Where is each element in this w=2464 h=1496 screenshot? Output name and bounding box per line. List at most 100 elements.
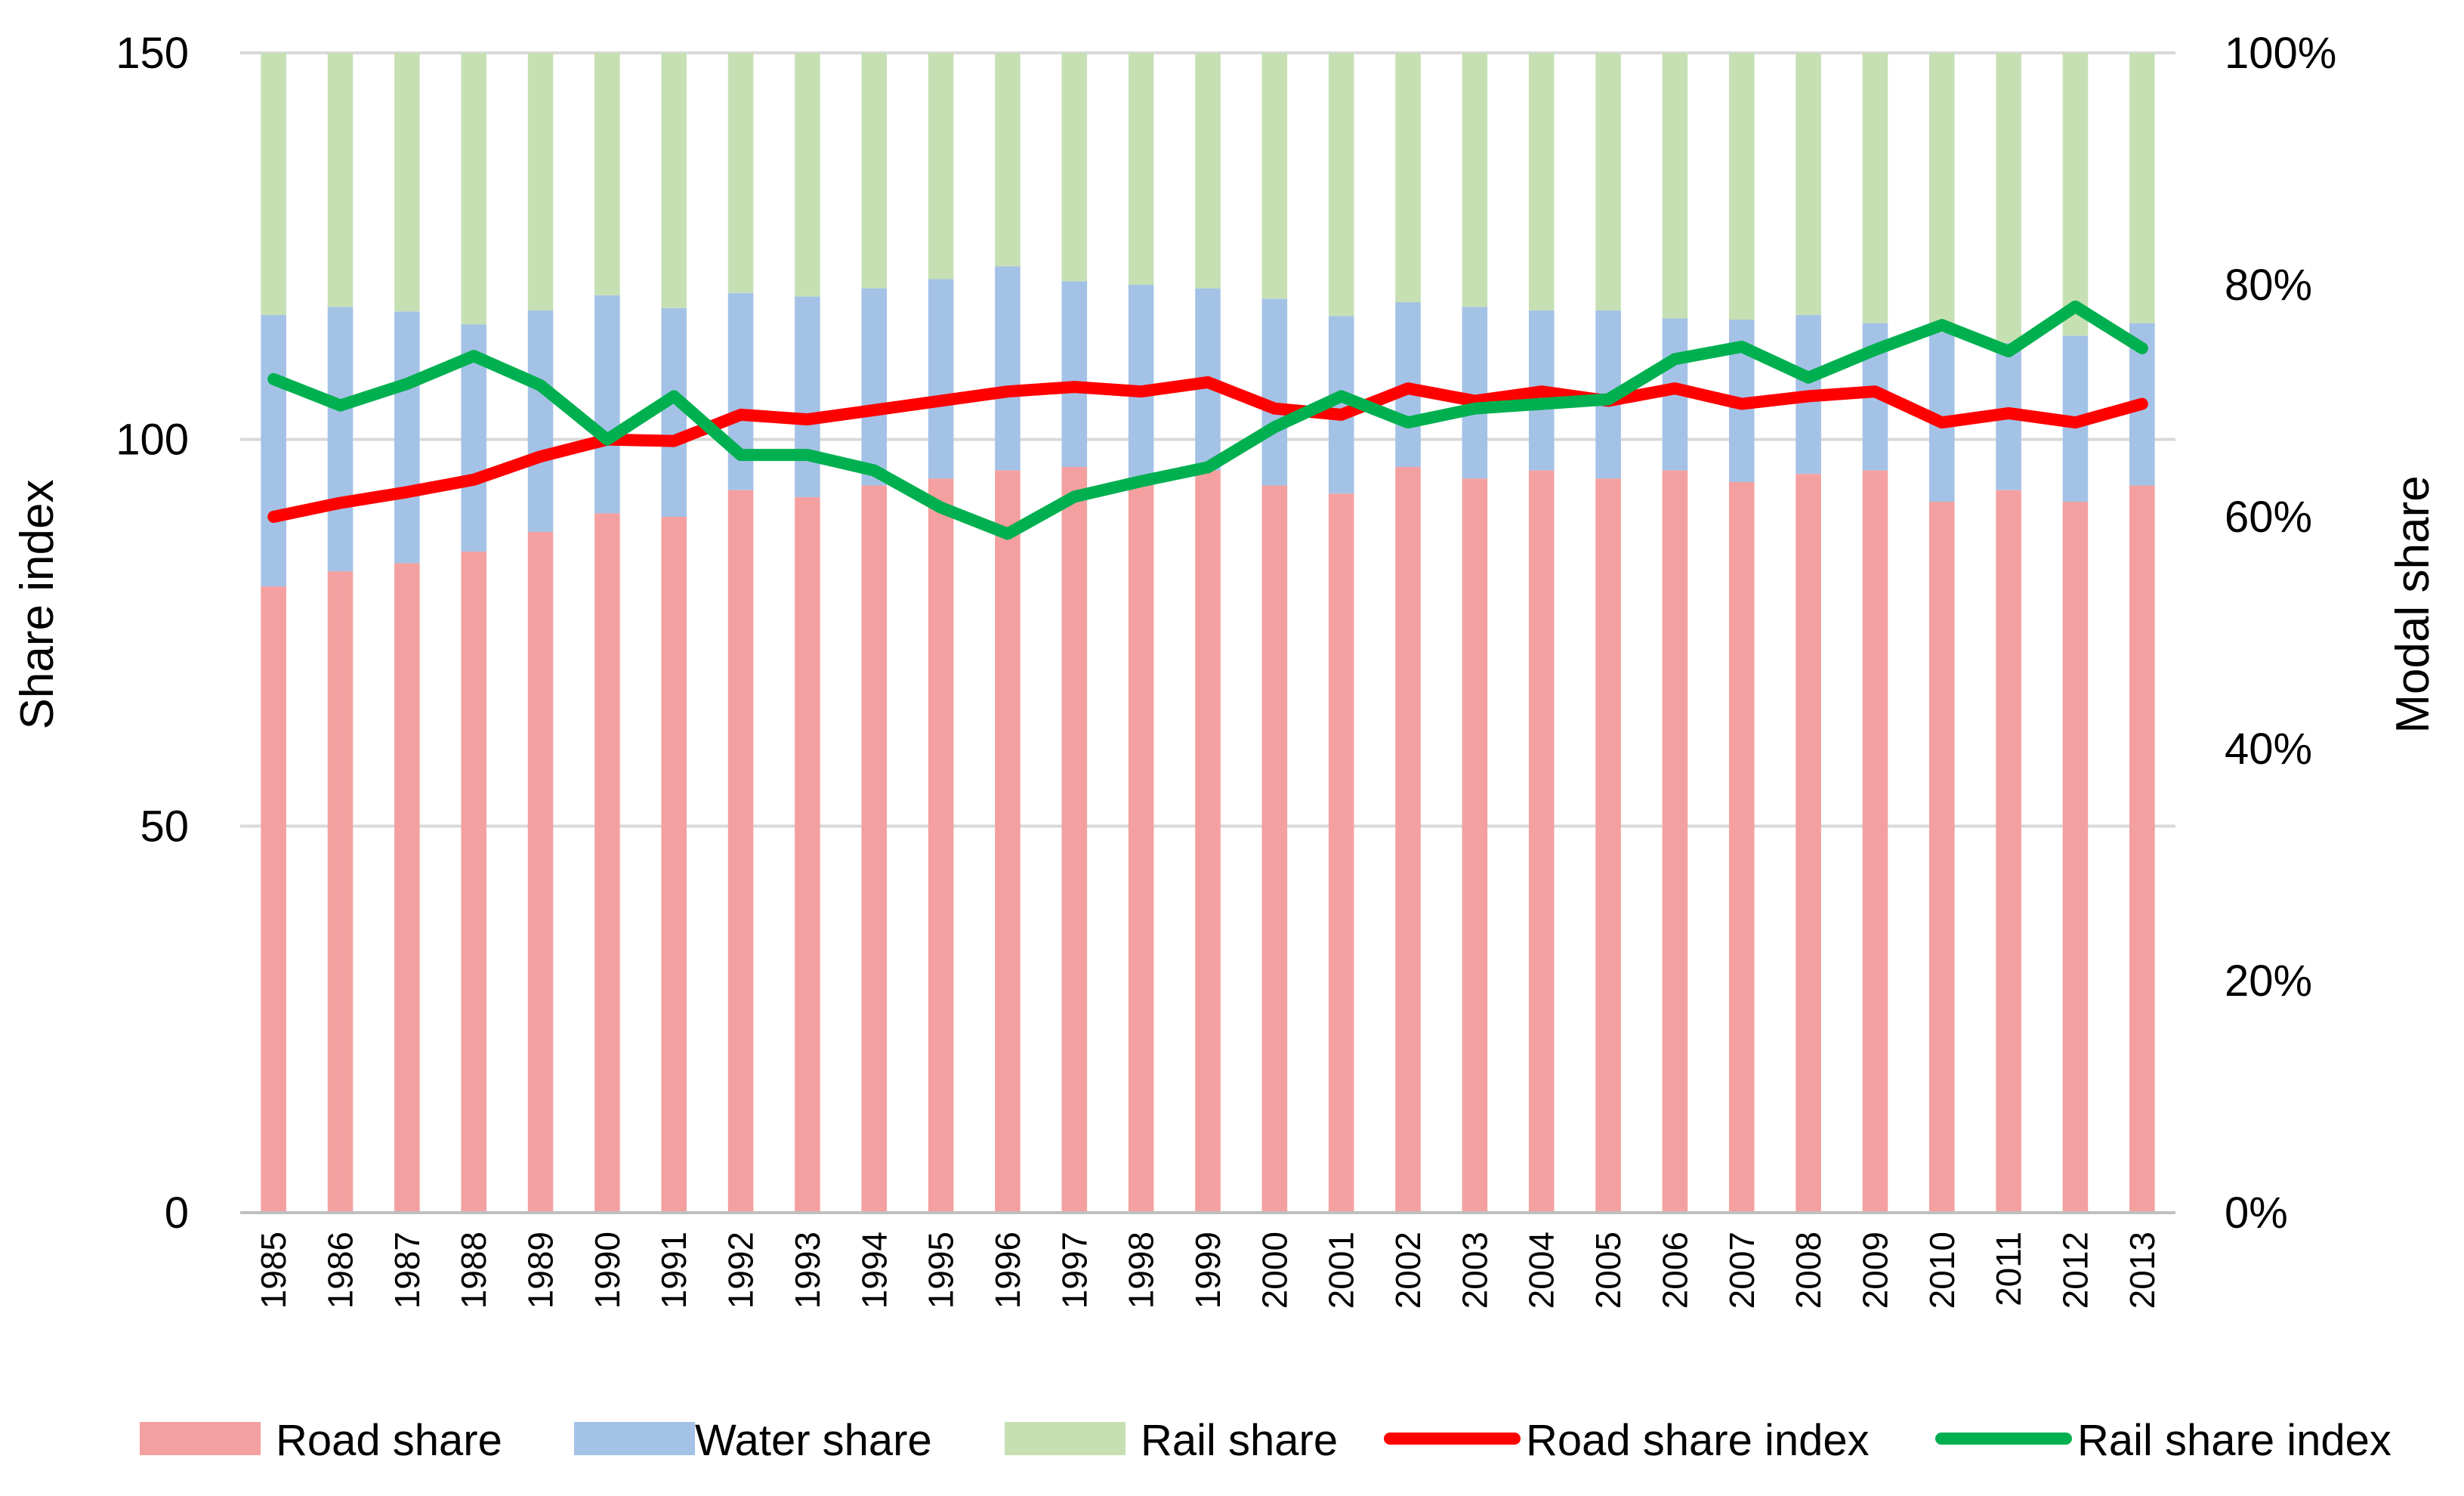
water-share-bar: [861, 288, 888, 486]
water-share-bar: [928, 279, 954, 479]
rail-share-bar: [2062, 53, 2089, 336]
x-tick-label: 1992: [721, 1232, 761, 1309]
rail-share-bar: [1728, 53, 1755, 320]
rail-share-bar: [1328, 53, 1354, 317]
rail-share-bar: [461, 53, 486, 325]
rail-share-bar: [1462, 53, 1488, 308]
rail-share-bar: [594, 53, 620, 295]
x-tick-label: 2012: [2056, 1232, 2095, 1309]
road-share-bar: [861, 485, 888, 1213]
rail-share-bar: [1128, 53, 1154, 285]
water-share-bar: [1061, 281, 1088, 467]
road-share-bar: [995, 470, 1020, 1213]
x-tick-label: 2011: [1989, 1232, 2028, 1306]
rail-share-bar: [327, 53, 354, 308]
road-share-bar: [1462, 478, 1488, 1213]
index-lines: [267, 300, 2148, 540]
rail-share-bar: [261, 53, 286, 315]
left-tick-label: 50: [140, 802, 189, 851]
rail-share-bar: [1996, 53, 2021, 343]
x-tick-label: 2003: [1455, 1232, 1494, 1309]
x-tick-label: 1995: [922, 1232, 961, 1309]
x-tick-label: 2013: [2123, 1232, 2162, 1309]
road-share-bar: [1061, 466, 1088, 1213]
x-tick-label: 1991: [654, 1232, 693, 1309]
x-tick-label: 1994: [854, 1232, 894, 1309]
x-tick-label: 1993: [788, 1232, 827, 1309]
x-tick-label: 2005: [1589, 1232, 1628, 1309]
road-share-bar: [527, 531, 554, 1213]
left-tick-label: 150: [116, 29, 189, 78]
legend-label-road-share: Road share: [276, 1416, 502, 1465]
stacked-bars: [261, 53, 2155, 1213]
x-tick-label: 2007: [1722, 1232, 1762, 1309]
road-share-bar: [2129, 485, 2155, 1213]
road-share-bar: [1728, 481, 1755, 1213]
legend-label-water-share: Water share: [695, 1416, 932, 1465]
water-share-bar: [795, 296, 820, 497]
left-tick-label: 0: [165, 1188, 189, 1238]
road-share-bar: [261, 586, 286, 1213]
water-share-bar: [261, 314, 286, 587]
road-share-bar: [2062, 502, 2089, 1213]
road-share-bar: [1796, 474, 1821, 1213]
x-tick-label: 2008: [1789, 1232, 1828, 1309]
road-share-bar: [1195, 470, 1221, 1213]
rail-share-bar: [1528, 53, 1555, 311]
water-share-bar: [995, 266, 1020, 471]
x-tick-label: 2006: [1655, 1232, 1694, 1309]
road-share-bar: [661, 517, 687, 1213]
right-tick-label: 60%: [2225, 493, 2312, 542]
rail-share-bar: [861, 53, 888, 289]
rail-share-bar: [1796, 53, 1821, 315]
rail-share-bar: [661, 53, 687, 308]
x-tick-label: 1985: [254, 1232, 293, 1309]
legend-swatch-water-share: [574, 1422, 695, 1455]
road-share-bar: [795, 496, 820, 1213]
legend-label-rail-share: Rail share: [1141, 1416, 1338, 1465]
water-share-bar: [594, 295, 620, 514]
rail-share-bar: [1662, 53, 1688, 319]
x-tick-label: 1999: [1188, 1232, 1227, 1309]
road-share-bar: [1662, 470, 1688, 1213]
right-tick-label: 100%: [2225, 29, 2336, 78]
road-share-bar: [1528, 470, 1555, 1213]
x-tick-label: 1988: [454, 1232, 493, 1309]
rail-share-bar: [795, 53, 820, 297]
x-tick-label: 2009: [1855, 1232, 1894, 1309]
road-share-bar: [1328, 493, 1354, 1213]
x-tick-label: 1998: [1122, 1232, 1161, 1309]
x-tick-label: 2002: [1388, 1232, 1428, 1309]
road-share-bar: [1929, 502, 1955, 1213]
water-share-bar: [1261, 298, 1288, 486]
legend-label-road-share-index: Road share index: [1526, 1416, 1870, 1465]
rail-share-bar: [1395, 53, 1421, 303]
road-share-bar: [1996, 490, 2021, 1213]
rail-share-bar: [995, 53, 1020, 267]
water-share-bar: [1128, 285, 1154, 479]
water-share-bar: [394, 311, 420, 564]
right-tick-label: 0%: [2225, 1188, 2288, 1238]
rail-share-bar: [1061, 53, 1088, 282]
tick-labels: 0 50 100 150 0% 20% 40% 60% 80% 100% 1985 1986 1987 1…: [116, 29, 2336, 1309]
x-tick-label: 1989: [521, 1232, 560, 1309]
road-share-bar: [1128, 478, 1154, 1213]
right-tick-label: 20%: [2225, 957, 2312, 1006]
rail-share-bar: [1261, 53, 1288, 299]
x-tick-label: 1986: [321, 1232, 360, 1309]
rail-share-bar: [1195, 53, 1221, 289]
x-tick-label: 1997: [1054, 1232, 1094, 1309]
road-share-bar: [594, 513, 620, 1213]
rail-share-bar: [1929, 53, 1955, 332]
x-tick-label: 2000: [1255, 1232, 1294, 1309]
rail-share-bar: [2129, 53, 2155, 323]
x-tick-label: 2001: [1322, 1232, 1361, 1309]
rail-share-bar: [394, 53, 420, 312]
rail-share-bar: [1862, 53, 1888, 323]
right-tick-label: 40%: [2225, 725, 2312, 774]
road-share-bar: [727, 490, 754, 1213]
rail-share-bar: [527, 53, 554, 311]
road-share-bar: [1395, 466, 1421, 1213]
legend: Road share Water share Rail share Road shar…: [140, 1416, 2391, 1465]
